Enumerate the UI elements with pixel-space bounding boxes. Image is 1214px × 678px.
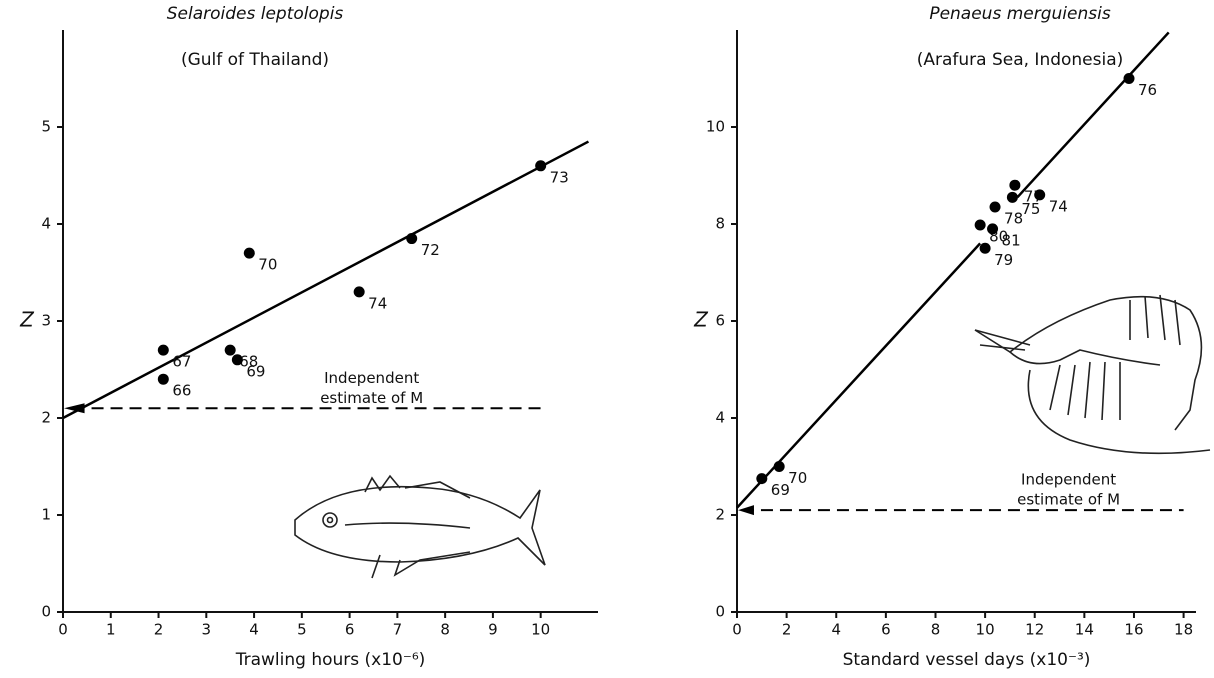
y-axis-label: Z [19,308,35,332]
figure: Selaroides leptolopis (Gulf of Thailand) 0… [0,0,1214,678]
reference-label: estimate of M [1017,491,1120,509]
x-tick-label: 4 [831,621,841,639]
data-point [987,223,998,234]
chart-title: Penaeus merguiensis [929,4,1111,24]
data-point [244,248,255,259]
reference-label: estimate of M [320,389,423,407]
data-point [756,473,767,484]
x-tick-label: 5 [297,621,307,639]
data-point [354,286,365,297]
chart-subtitle: (Arafura Sea, Indonesia) [917,50,1124,70]
x-tick-label: 6 [881,621,891,639]
y-tick-label: 6 [715,312,725,330]
x-tick-label: 14 [1075,621,1094,639]
x-tick-label: 16 [1124,621,1143,639]
x-tick-label: 10 [976,621,995,639]
x-axis-label: Trawling hours (x10⁻⁶) [235,650,426,670]
point-label: 75 [1021,200,1040,218]
data-point [535,160,546,171]
x-tick-label: 9 [488,621,498,639]
point-label: 74 [1049,197,1068,215]
fit-line [737,32,1169,507]
x-tick-label: 6 [345,621,355,639]
y-tick-label: 10 [706,118,725,136]
x-tick-label: 0 [58,621,68,639]
reference-label: Independent [324,369,419,387]
x-tick-label: 8 [440,621,450,639]
data-point [990,202,1001,213]
data-point [975,219,986,230]
data-point [1009,180,1020,191]
reference-label: Independent [1021,471,1116,489]
point-label: 69 [246,362,265,380]
data-point [1007,192,1018,203]
data-point [158,345,169,356]
x-tick-label: 2 [782,621,792,639]
point-label: 76 [1138,81,1157,99]
x-tick-label: 10 [531,621,550,639]
y-tick-label: 3 [41,312,51,330]
chart-subtitle: (Gulf of Thailand) [181,50,329,70]
data-point [980,243,991,254]
point-label: 66 [172,382,191,400]
fish-drawing [295,476,545,578]
y-tick-label: 4 [41,215,51,233]
y-tick-label: 4 [715,409,725,427]
point-label: 70 [258,256,277,274]
x-tick-label: 2 [154,621,164,639]
y-tick-label: 0 [41,603,51,621]
data-point [232,354,243,365]
x-tick-label: 18 [1174,621,1193,639]
x-tick-label: 1 [106,621,116,639]
x-tick-label: 3 [202,621,212,639]
x-axis-label: Standard vessel days (x10⁻³) [843,650,1091,670]
x-tick-label: 4 [249,621,259,639]
chart-title: Selaroides leptolopis [167,4,344,24]
data-point [1124,73,1135,84]
shrimp-drawing [975,295,1210,453]
reference-arrow [738,505,754,515]
y-tick-label: 5 [41,118,51,136]
x-tick-label: 8 [931,621,941,639]
point-label: 67 [172,353,191,371]
y-tick-label: 0 [715,603,725,621]
data-point [225,345,236,356]
point-label: 78 [1004,210,1023,228]
data-point [158,374,169,385]
y-tick-label: 8 [715,215,725,233]
point-label: 69 [771,481,790,499]
data-point [406,233,417,244]
y-tick-label: 2 [715,506,725,524]
point-label: 74 [368,294,387,312]
point-label: 79 [994,251,1013,269]
point-label: 70 [788,469,807,487]
point-label: 72 [421,241,440,259]
data-point [1034,189,1045,200]
point-label: 73 [550,168,569,186]
x-tick-label: 12 [1025,621,1044,639]
y-axis-label: Z [693,308,709,332]
x-tick-label: 0 [732,621,742,639]
x-tick-label: 7 [393,621,403,639]
data-point [774,461,785,472]
y-tick-label: 2 [41,409,51,427]
y-tick-label: 1 [41,506,51,524]
point-label: 81 [1002,231,1021,249]
